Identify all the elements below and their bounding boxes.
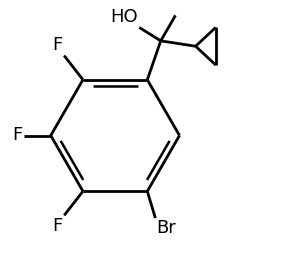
Text: HO: HO (110, 8, 138, 26)
Text: F: F (52, 217, 63, 235)
Text: F: F (52, 36, 63, 54)
Text: Br: Br (157, 220, 176, 237)
Text: F: F (12, 127, 22, 144)
